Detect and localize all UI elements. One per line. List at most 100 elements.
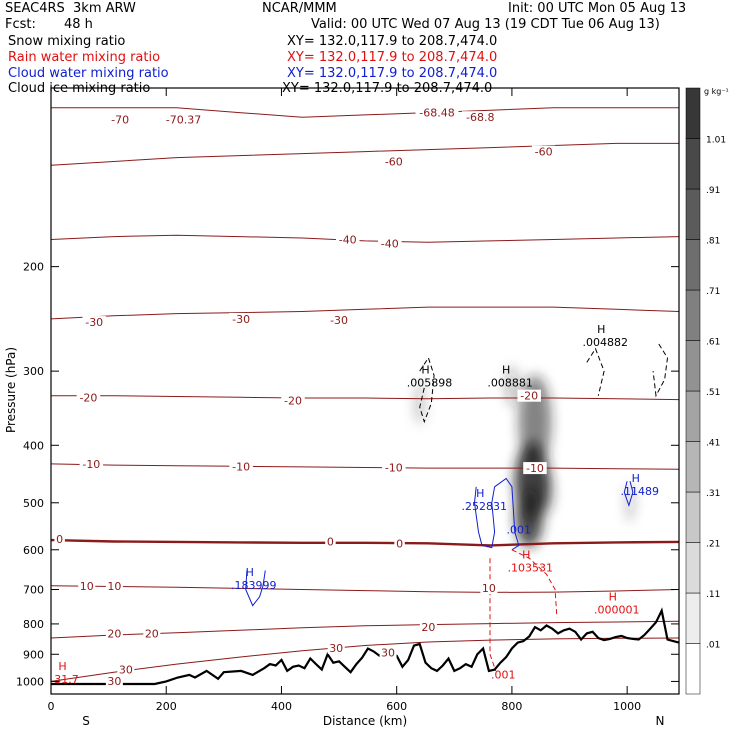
- y-tick-label: 700: [23, 584, 44, 597]
- colorbar-unit: g kg⁻¹: [704, 87, 729, 96]
- temperature-label: -68.8: [466, 111, 494, 124]
- temperature-label-bg-13: [517, 389, 541, 402]
- temperature-label-bg-12: [281, 394, 305, 407]
- temperature-contour--70: [51, 107, 679, 118]
- colorbar-level-label: .41: [706, 439, 720, 449]
- extremum-marker-h: H: [502, 364, 510, 377]
- cloud-water-contour-main: [473, 477, 520, 551]
- temperature-contour--20: [51, 395, 679, 401]
- colorbar-level-label: .21: [706, 540, 720, 550]
- field-snow-name: Snow mixing ratio: [8, 34, 126, 49]
- extremum-value: .103531: [508, 561, 554, 574]
- temperature-label: -10: [526, 462, 544, 475]
- temperature-label: 10: [80, 580, 94, 593]
- colorbar-band: [685, 643, 701, 695]
- y-tick-label: 600: [23, 544, 44, 557]
- header-init: Init: 00 UTC Mon 05 Aug 13: [508, 1, 687, 16]
- y-tick-label: 900: [23, 648, 44, 661]
- extremum-marker-h: H: [597, 323, 605, 336]
- temperature-label: -60: [385, 155, 403, 168]
- temperature-label: -30: [330, 314, 348, 327]
- extremum-value: .001: [491, 668, 516, 681]
- temperature-label-bg-29: [105, 674, 123, 687]
- extremum-value: .252831: [461, 500, 507, 513]
- cloud-water-contour-east: [623, 481, 634, 508]
- y-tick-label: 800: [23, 618, 44, 631]
- x-axis-label: Distance (km): [323, 714, 407, 728]
- field-cloudwater-name: Cloud water mixing ratio: [8, 66, 169, 81]
- colorbar: .01 .11 .21 .31 .41 .51 .61 .71 .81 .91 1.01 g kg⁻¹: [685, 87, 729, 695]
- snow-blob-4: [515, 488, 544, 548]
- temperature-label-bg-18: [54, 532, 65, 545]
- temperature-label: -20: [284, 394, 302, 407]
- colorbar-level-label: .11: [706, 590, 720, 600]
- x-tick-label: 600: [386, 700, 407, 713]
- temperature-label: -20: [520, 390, 538, 403]
- colorbar-band: [685, 188, 701, 240]
- colorbar-level-label: .91: [706, 186, 720, 196]
- header-fcst-value: 48 h: [64, 17, 93, 32]
- colorbar-band: [685, 138, 701, 190]
- colorbar-level-label: .31: [706, 489, 720, 499]
- temperature-label: 0: [396, 538, 403, 551]
- colorbar-level-label: .01: [706, 641, 720, 651]
- temperature-label: 30: [119, 664, 133, 677]
- temperature-label-bg-4: [382, 155, 406, 168]
- temperature-label-bg-3: [415, 106, 459, 119]
- temperature-label: 20: [421, 621, 435, 634]
- plot-frame: [50, 87, 680, 695]
- extremum-value: .008881: [487, 377, 533, 390]
- temperature-label: -60: [535, 146, 553, 159]
- colorbar-band: [685, 441, 701, 493]
- colorbar-level-label: .51: [706, 388, 720, 398]
- temperature-label-bg-11: [76, 391, 101, 404]
- temperature-label-bg-20: [394, 537, 405, 550]
- colorbar-band: [685, 491, 701, 543]
- colorbar-band: [685, 542, 701, 594]
- temperature-label: -30: [232, 313, 250, 326]
- colorbar-band: [685, 239, 701, 291]
- temperature-label-bg-15: [229, 460, 253, 473]
- y-axis-label: Pressure (hPa): [4, 347, 18, 433]
- contour-labels: -70 -70.37 -68.8 -68.48 -60 -60 -40 -40 -30 -30 -3…: [54, 106, 659, 688]
- temperature-contour--30: [51, 306, 679, 320]
- snow-blob-1: [506, 365, 518, 407]
- temperature-label: -10: [82, 458, 100, 471]
- temperature-label: -40: [339, 233, 357, 246]
- temperature-contour--60: [51, 142, 679, 166]
- y-tick-label: 300: [23, 365, 44, 378]
- extremum-value: .001: [507, 523, 532, 536]
- temperature-label-bg-21: [78, 579, 96, 592]
- colorbar-level-label: 1.01: [706, 136, 726, 146]
- temperature-label-bg-16: [382, 461, 406, 474]
- temperature-label-bg-1: [162, 113, 206, 126]
- colorbar-band: [685, 592, 701, 644]
- cloud-water-contour-west: [245, 570, 266, 607]
- temperature-label-bg-26: [419, 621, 437, 634]
- temperature-label-bg-28: [117, 663, 135, 676]
- temperature-label: 30: [329, 642, 343, 655]
- temperature-label: -10: [232, 460, 250, 473]
- temperature-contour--40: [51, 234, 679, 243]
- temperature-label-bg-17: [523, 462, 547, 475]
- temperature-label-bg-19: [325, 535, 336, 548]
- temperature-label: -68.48: [419, 107, 454, 120]
- x-tick-label: 1000: [613, 700, 641, 713]
- colorbar-level-label: .81: [706, 237, 720, 247]
- temperature-label: 30: [381, 646, 395, 659]
- temperature-label: 0: [327, 535, 334, 548]
- plot-area: [51, 88, 679, 694]
- temperature-contour-30: [51, 637, 679, 682]
- temperature-contours: [51, 107, 679, 682]
- x-end-label-north: N: [656, 714, 665, 728]
- extremum-value: .005898: [407, 377, 453, 390]
- temperature-label-bg-9: [229, 312, 253, 325]
- terrain: [51, 607, 679, 686]
- temperature-contour-10: [51, 585, 679, 593]
- field-cloudice-xy: XY= 132.0,117.9 to 208.7,474.0: [282, 81, 493, 96]
- field-cloudice-name: Cloud ice mixing ratio: [8, 81, 151, 96]
- x-end-label-south: S: [82, 714, 90, 728]
- field-snow-xy: XY= 132.0,117.9 to 208.7,474.0: [287, 34, 498, 49]
- temperature-label-bg-30: [379, 646, 397, 659]
